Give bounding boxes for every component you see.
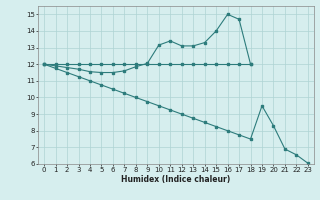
X-axis label: Humidex (Indice chaleur): Humidex (Indice chaleur) [121,175,231,184]
